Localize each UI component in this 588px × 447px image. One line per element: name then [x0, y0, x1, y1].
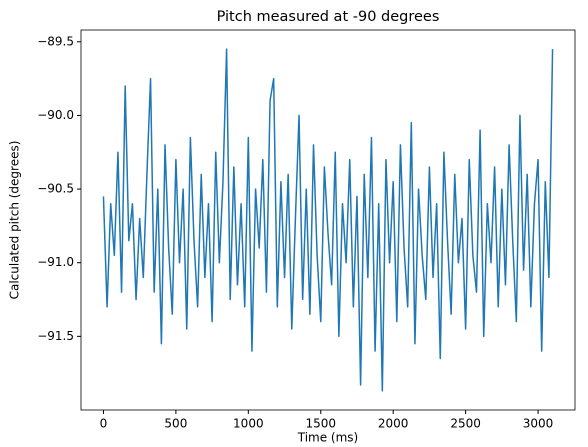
y-axis-label: Calculated pitch (degrees) [8, 141, 22, 300]
y-tick-label: −89.5 [37, 34, 74, 48]
x-tick-label: 500 [164, 417, 187, 431]
y-tick-label: −91.5 [37, 329, 74, 343]
x-tick-label: 2000 [378, 417, 409, 431]
x-tick-label: 1000 [233, 417, 264, 431]
y-tick-label: −90.5 [37, 182, 74, 196]
y-tick-label: −90.0 [37, 108, 74, 122]
y-tick-label: −91.0 [37, 255, 74, 269]
x-tick-label: 0 [100, 417, 108, 431]
x-tick-label: 2500 [450, 417, 481, 431]
x-axis-label: Time (ms) [297, 431, 359, 445]
x-tick-label: 3000 [523, 417, 554, 431]
data-line [102, 48, 554, 392]
plot-frame [80, 29, 576, 411]
chart-title: Pitch measured at -90 degrees [217, 9, 440, 25]
x-tick-label: 1500 [305, 417, 336, 431]
